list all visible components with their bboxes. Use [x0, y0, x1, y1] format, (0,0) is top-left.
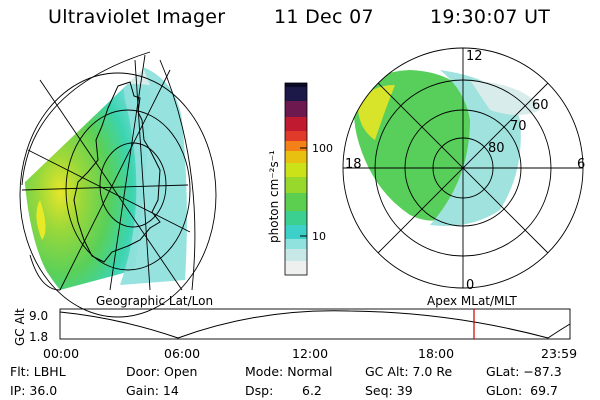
altitude-ylabel: GC Alt — [13, 308, 27, 346]
mode-info: Mode: Normal — [245, 364, 333, 379]
xtick-0000: 00:00 — [43, 346, 79, 361]
xtick-0600: 06:00 — [164, 346, 200, 361]
colorbar-title: photon cm⁻²s⁻¹ — [267, 150, 281, 243]
lat-label-70: 70 — [510, 119, 527, 134]
ytick-1.8: 1.8 — [29, 330, 48, 344]
dsp-value: 6.2 — [302, 383, 322, 398]
glat-info: GLat: −87.3 — [486, 364, 562, 379]
app-title: Ultraviolet Imager — [48, 6, 226, 28]
mlt-label-6: 6 — [577, 157, 585, 172]
ip-info: IP: 36.0 — [10, 383, 58, 398]
gain-info: Gain: 14 — [126, 383, 179, 398]
xtick-1200: 12:00 — [292, 346, 328, 361]
xtick-1800: 18:00 — [418, 346, 454, 361]
colorbar-tick-100: 100 — [312, 142, 333, 155]
seq-info: Seq: 39 — [365, 383, 413, 398]
ytick-9: 9.0 — [29, 309, 48, 323]
glon-info: GLon: 69.7 — [486, 383, 558, 398]
apex-label: Apex MLat/MLT — [427, 294, 517, 308]
mlt-label-12: 12 — [466, 49, 483, 64]
gcalt-info: GC Alt: 7.0 Re — [365, 364, 453, 379]
date-label: 11 Dec 07 — [274, 6, 374, 28]
colorbar-tick-10: 10 — [312, 230, 326, 243]
xtick-2359: 23:59 — [541, 346, 577, 361]
lat-label-60: 60 — [532, 98, 549, 113]
door-info: Door: Open — [126, 364, 198, 379]
colorbar: 100 10 photon cm⁻²s⁻¹ — [267, 82, 333, 276]
mlt-label-0: 0 — [466, 278, 474, 293]
flt-info: Flt: LBHL — [10, 364, 66, 379]
lat-label-80: 80 — [488, 141, 505, 156]
geographic-label: Geographic Lat/Lon — [96, 294, 214, 308]
dsp-label: Dsp: — [245, 383, 274, 398]
mlt-label-18: 18 — [345, 157, 362, 172]
time-label: 19:30:07 UT — [430, 6, 551, 28]
